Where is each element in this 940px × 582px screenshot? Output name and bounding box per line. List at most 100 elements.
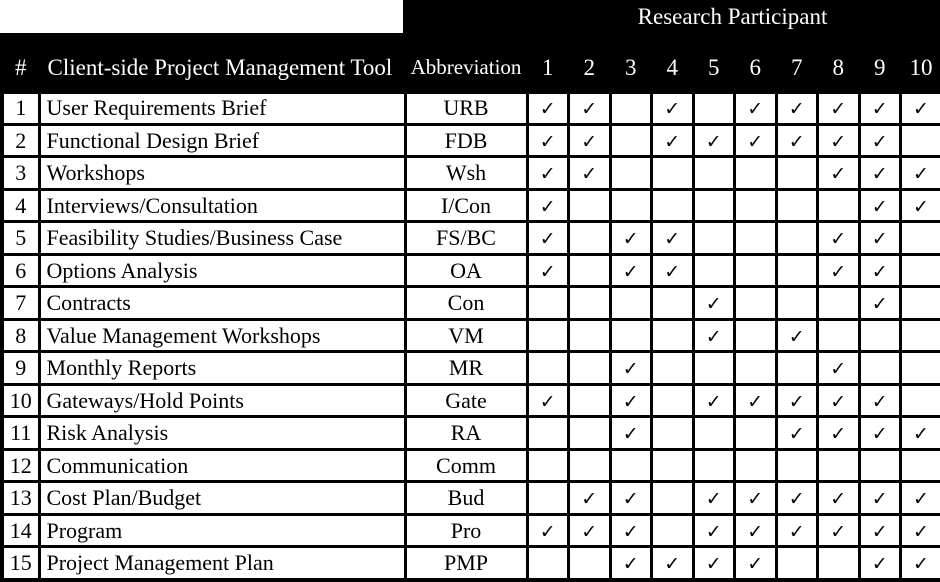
participant-check-cell-6 [733, 350, 778, 386]
abbreviation-cell: PMP [403, 545, 529, 582]
check-icon: ✓ [830, 260, 847, 283]
table-row: 3 Workshops Wsh ✓ ✓ ✓ ✓ ✓ [0, 155, 940, 191]
check-icon: ✓ [539, 98, 556, 121]
abbreviation-cell: Con [403, 285, 529, 321]
participant-check-cell-8: ✓ [816, 415, 861, 451]
participant-check-cell-3: ✓ [608, 220, 653, 256]
participant-check-cell-9 [857, 350, 902, 386]
abbreviation-cell: OA [403, 252, 529, 289]
check-icon: ✓ [622, 260, 639, 283]
participant-check-cell-1 [525, 415, 570, 451]
participant-check-cell-2 [567, 317, 612, 354]
check-icon: ✓ [871, 98, 888, 121]
check-icon: ✓ [747, 390, 764, 413]
participant-check-cell-2 [567, 350, 612, 386]
row-number-cell: 2 [0, 122, 41, 159]
participant-check-cell-2 [567, 382, 612, 419]
col-header-participant-5: 5 [691, 33, 736, 94]
tool-name-cell: Cost Plan/Budget [37, 480, 407, 516]
participant-check-cell-6: ✓ [733, 122, 778, 159]
participant-check-cell-7 [774, 447, 819, 484]
participant-check-cell-6: ✓ [733, 480, 778, 516]
check-icon: ✓ [705, 130, 722, 153]
participant-check-cell-4 [650, 350, 695, 386]
col-header-participant-7: 7 [774, 33, 819, 94]
row-number-cell: 5 [0, 220, 41, 256]
participant-check-cell-5: ✓ [691, 382, 736, 419]
participant-check-cell-7: ✓ [774, 512, 819, 549]
participant-check-cell-3: ✓ [608, 415, 653, 451]
participant-check-cell-8 [816, 447, 861, 484]
check-icon: ✓ [913, 553, 929, 576]
participant-check-cell-3: ✓ [608, 512, 653, 549]
participant-check-cell-7 [774, 252, 819, 289]
participant-check-cell-5: ✓ [691, 285, 736, 321]
header-row: # Client-side Project Management Tool Ab… [0, 33, 940, 94]
check-icon: ✓ [913, 488, 929, 511]
participant-check-cell-5 [691, 447, 736, 484]
participant-check-cell-2: ✓ [567, 90, 612, 127]
participant-check-cell-10 [899, 350, 940, 386]
check-icon: ✓ [705, 390, 722, 413]
check-icon: ✓ [664, 260, 681, 283]
abbreviation-column-spacer [403, 0, 525, 33]
check-icon: ✓ [788, 488, 805, 511]
participant-check-cell-1 [525, 545, 570, 582]
participant-check-cell-5 [691, 350, 736, 386]
check-icon: ✓ [705, 488, 722, 511]
row-number-cell: 1 [0, 90, 41, 127]
check-icon: ✓ [747, 553, 764, 576]
check-icon: ✓ [830, 390, 847, 413]
participant-check-cell-4: ✓ [650, 90, 695, 127]
row-number-cell: 7 [0, 285, 41, 321]
participant-check-cell-3 [608, 90, 653, 127]
check-icon: ✓ [871, 390, 888, 413]
check-icon: ✓ [871, 553, 888, 576]
participant-check-cell-4: ✓ [650, 220, 695, 256]
participant-check-cell-6: ✓ [733, 382, 778, 419]
table-row: 11 Risk Analysis RA ✓ ✓ ✓ ✓ ✓ [0, 415, 940, 451]
participant-check-cell-10 [899, 220, 940, 256]
check-icon: ✓ [581, 130, 598, 153]
check-icon: ✓ [622, 390, 639, 413]
col-header-tool: Client-side Project Management Tool [37, 33, 407, 94]
row-number-cell: 13 [0, 480, 41, 516]
tool-name-cell: Feasibility Studies/Business Case [37, 220, 407, 256]
abbreviation-cell: URB [403, 90, 529, 127]
check-icon: ✓ [913, 98, 929, 121]
participant-check-cell-9: ✓ [857, 415, 902, 451]
abbreviation-cell: Gate [403, 382, 529, 419]
row-number-cell: 6 [0, 252, 41, 289]
participant-check-cell-8: ✓ [816, 155, 861, 191]
participant-check-cell-2 [567, 447, 612, 484]
participant-check-cell-1 [525, 447, 570, 484]
participant-check-cell-2: ✓ [567, 122, 612, 159]
participant-check-cell-8: ✓ [816, 122, 861, 159]
participant-check-cell-10 [899, 122, 940, 159]
abbreviation-cell: RA [403, 415, 529, 451]
participant-check-cell-5: ✓ [691, 545, 736, 582]
participant-check-cell-4 [650, 317, 695, 354]
participant-check-cell-8: ✓ [816, 480, 861, 516]
participant-check-cell-9 [857, 447, 902, 484]
table-row: 5 Feasibility Studies/Business Case FS/BC ✓… [0, 220, 940, 256]
check-icon: ✓ [539, 260, 556, 283]
participant-check-cell-10: ✓ [899, 90, 940, 127]
participant-check-cell-8: ✓ [816, 512, 861, 549]
row-number-cell: 14 [0, 512, 41, 549]
participant-check-cell-1: ✓ [525, 122, 570, 159]
participant-check-cell-10: ✓ [899, 512, 940, 549]
participant-check-cell-7 [774, 155, 819, 191]
check-icon: ✓ [788, 98, 805, 121]
participant-check-cell-2 [567, 545, 612, 582]
participant-check-cell-4: ✓ [650, 122, 695, 159]
participant-check-cell-1: ✓ [525, 252, 570, 289]
tool-name-cell: Value Management Workshops [37, 317, 407, 354]
participant-check-cell-1 [525, 285, 570, 321]
participant-check-cell-2 [567, 220, 612, 256]
tool-name-cell: Project Management Plan [37, 545, 407, 582]
participant-check-cell-9: ✓ [857, 252, 902, 289]
abbreviation-cell: Pro [403, 512, 529, 549]
row-number-cell: 11 [0, 415, 41, 451]
participant-check-cell-7 [774, 285, 819, 321]
